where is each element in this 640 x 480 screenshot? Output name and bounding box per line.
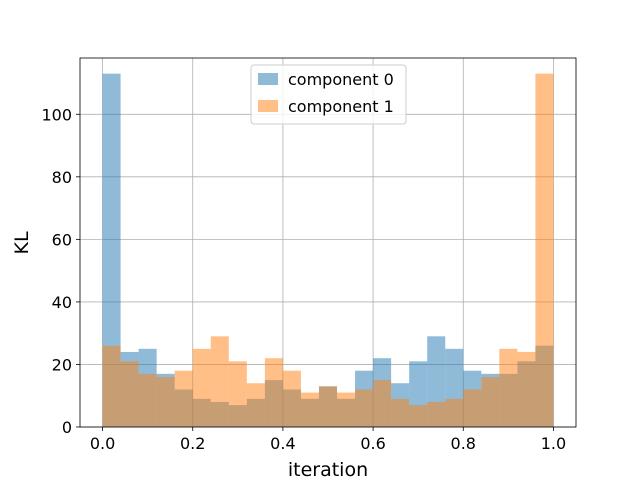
legend-label-component-1: component 1 (288, 97, 394, 116)
y-tick-label: 0 (62, 418, 72, 437)
ticks: 0.0 0.2 0.4 0.6 0.8 1.0 0 20 40 60 80 100 (41, 105, 566, 453)
bar-component-1-bin-16 (391, 398, 410, 427)
x-axis-label: iteration (288, 459, 368, 480)
x-tick-label: 0.4 (270, 434, 295, 453)
bar-component-1-bin-8 (246, 383, 265, 427)
legend-box (250, 64, 407, 125)
bar-component-1-bin-3 (156, 376, 175, 427)
y-tick-label: 40 (52, 293, 72, 312)
bar-component-1-bin-11 (300, 392, 319, 427)
y-tick-label: 60 (52, 230, 72, 249)
bar-component-1-bin-10 (282, 370, 301, 427)
bar-component-1-bin-24 (535, 73, 554, 427)
legend-swatch-component-0 (258, 73, 278, 85)
bar-component-1-bin-13 (337, 392, 356, 427)
bar-component-1-bin-2 (138, 373, 157, 427)
bar-component-1-bin-4 (174, 370, 193, 427)
bar-component-1-bin-7 (228, 361, 247, 427)
x-tick-label: 0.8 (451, 434, 476, 453)
x-tick-label: 0.6 (360, 434, 385, 453)
y-axis-label: KL (11, 231, 33, 254)
legend-swatch-component-1 (258, 100, 278, 112)
legend-label-component-0: component 0 (288, 70, 394, 89)
bar-component-1-bin-17 (409, 405, 428, 427)
bar-component-1-bin-14 (355, 389, 374, 427)
bar-component-1-bin-23 (517, 351, 536, 427)
bar-component-0-bin-0 (102, 73, 121, 427)
bar-component-1-bin-0 (102, 345, 121, 427)
bar-component-1-bin-21 (481, 376, 500, 427)
x-tick-label: 0.0 (90, 434, 115, 453)
bar-component-1-bin-1 (120, 361, 139, 427)
bar-component-1-bin-12 (318, 386, 338, 427)
y-tick-label: 80 (52, 168, 72, 187)
bar-component-1-bin-22 (499, 348, 518, 427)
y-tick-label: 100 (41, 105, 72, 124)
legend: component 0 component 1 (250, 64, 407, 125)
bar-component-1-bin-9 (264, 358, 283, 427)
bars (102, 73, 554, 427)
bar-component-1-bin-5 (192, 348, 211, 427)
bar-component-1-bin-18 (427, 401, 446, 427)
bar-component-1-bin-19 (445, 398, 464, 427)
plot-frame (79, 57, 577, 428)
bar-component-1-bin-20 (463, 389, 482, 427)
y-tick-label: 20 (52, 355, 72, 374)
bar-component-1-bin-6 (210, 336, 229, 427)
x-tick-label: 0.2 (180, 434, 205, 453)
x-tick-label: 1.0 (541, 434, 566, 453)
bar-component-1-bin-15 (373, 380, 392, 427)
